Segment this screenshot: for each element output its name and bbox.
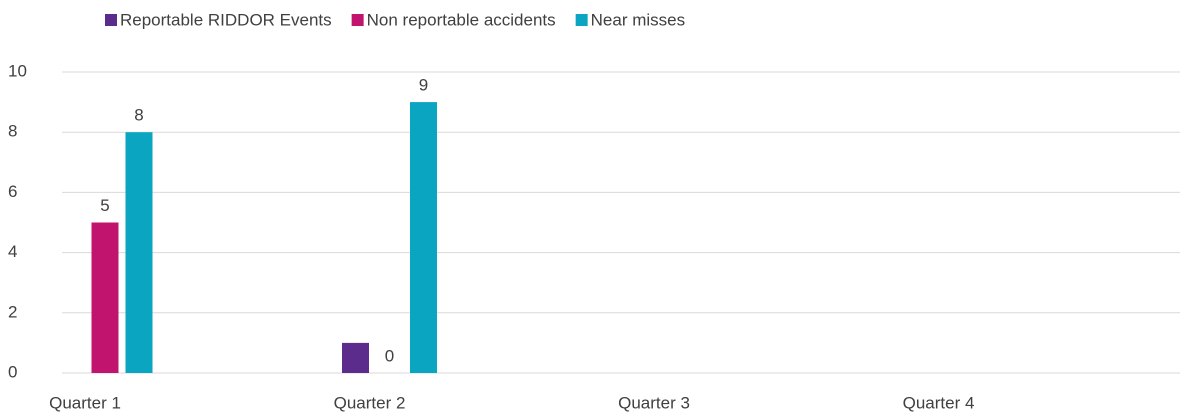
y-tick-label: 4 <box>8 242 17 261</box>
legend-label: Reportable RIDDOR Events <box>120 10 332 29</box>
legend-label: Non reportable accidents <box>367 10 556 29</box>
x-tick-label: Quarter 1 <box>49 393 121 412</box>
legend-swatch <box>575 14 588 26</box>
y-tick-label: 0 <box>8 362 17 381</box>
y-tick-label: 10 <box>8 61 27 80</box>
legend-swatch <box>351 14 364 26</box>
bar <box>342 342 369 373</box>
legend-swatch <box>105 14 117 26</box>
bar <box>125 132 153 373</box>
data-label: 9 <box>419 76 428 95</box>
x-tick-label: Quarter 4 <box>903 393 975 412</box>
x-tick-label: Quarter 2 <box>334 393 406 412</box>
bar <box>91 222 119 373</box>
y-tick-label: 2 <box>8 302 17 321</box>
data-label: 5 <box>100 196 109 215</box>
y-tick-label: 8 <box>8 122 17 141</box>
bar <box>410 102 437 373</box>
legend-label: Near misses <box>591 10 685 29</box>
data-label: 0 <box>385 346 394 365</box>
x-tick-label: Quarter 3 <box>618 393 690 412</box>
data-label: 8 <box>134 106 143 125</box>
y-tick-label: 6 <box>8 182 17 201</box>
